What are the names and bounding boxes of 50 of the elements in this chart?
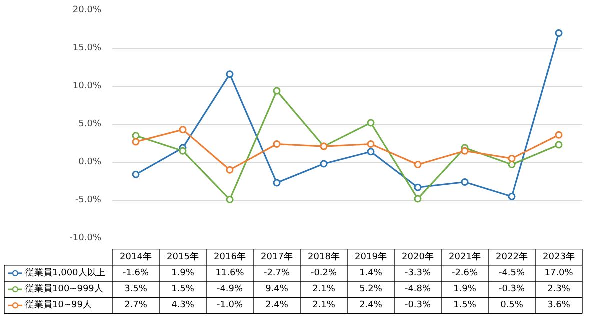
data-label: 4.3% <box>172 300 195 311</box>
x-tick-label: 2014年 <box>120 251 152 262</box>
data-label: 2.3% <box>548 284 571 295</box>
data-label: 17.0% <box>544 268 574 278</box>
data-label: 2.1% <box>312 300 336 311</box>
data-label: -4.8% <box>404 284 432 295</box>
data-label: -0.2% <box>310 268 338 278</box>
data-label: -2.7% <box>264 268 291 278</box>
data-label: 0.5% <box>500 300 524 311</box>
data-label: 9.4% <box>266 284 289 295</box>
data-label: 3.6% <box>548 300 571 311</box>
data-label: -0.3% <box>498 284 526 295</box>
y-tick-label: 20.0% <box>72 6 102 16</box>
data-label: 2.7% <box>124 300 148 311</box>
data-label: 11.6% <box>216 268 245 278</box>
legend-label: 従業員10~99人 <box>26 300 92 311</box>
y-tick-label: 0.0% <box>78 158 102 168</box>
data-label: 2.1% <box>312 284 336 295</box>
data-label: 1.5% <box>172 284 195 295</box>
data-label: -0.3% <box>404 300 432 311</box>
data-label: -4.5% <box>498 268 526 278</box>
x-tick-label: 2019年 <box>355 251 387 262</box>
data-label: -1.6% <box>122 268 150 278</box>
data-label: 3.5% <box>124 284 148 295</box>
data-label: -3.3% <box>404 268 432 278</box>
y-tick-label: 15.0% <box>72 44 102 54</box>
data-label: 1.9% <box>172 268 195 278</box>
data-label: -2.6% <box>452 268 479 278</box>
x-tick-label: 2015年 <box>167 251 199 262</box>
x-tick-label: 2018年 <box>308 251 340 262</box>
y-tick-label: -10.0% <box>70 234 102 244</box>
data-label: 1.5% <box>454 300 477 311</box>
legend-label: 従業員100~999人 <box>26 284 104 295</box>
x-tick-label: 2023年 <box>543 251 575 262</box>
data-label: 1.4% <box>360 268 383 278</box>
y-tick-label: 5.0% <box>78 120 102 130</box>
x-tick-label: 2021年 <box>449 251 481 262</box>
x-tick-label: 2016年 <box>214 251 246 262</box>
data-label: 2.4% <box>360 300 383 311</box>
data-label: 1.9% <box>454 284 477 295</box>
data-label: 5.2% <box>360 284 383 295</box>
y-tick-label: -5.0% <box>75 196 102 206</box>
x-tick-label: 2022年 <box>496 251 528 262</box>
y-tick-label: 10.0% <box>72 82 102 92</box>
x-tick-label: 2020年 <box>402 251 434 262</box>
data-label: -1.0% <box>216 300 244 311</box>
legend-label: 従業員1,000人以上 <box>26 267 106 278</box>
data-label: -4.9% <box>216 284 244 295</box>
x-tick-label: 2017年 <box>261 251 293 262</box>
data-label: 2.4% <box>266 300 289 311</box>
